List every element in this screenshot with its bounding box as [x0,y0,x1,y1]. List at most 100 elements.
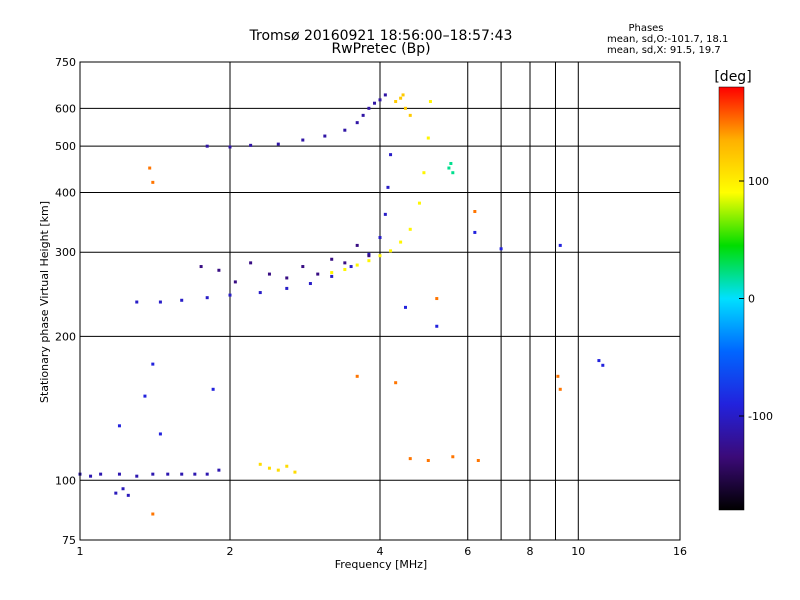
data-point [386,185,390,189]
data-point [180,472,184,476]
data-point [276,142,280,146]
data-point [148,166,152,170]
data-point [199,265,203,269]
data-point [205,144,209,148]
data-point [349,265,353,269]
y-tick-label: 600 [55,102,76,115]
data-point [117,472,121,476]
y-tick-label: 200 [55,330,76,343]
x-axis-label: Frequency [MHz] [335,558,427,571]
data-point [426,136,430,140]
data-point [158,432,162,436]
data-point [394,381,398,385]
x-tick-label: 4 [377,545,384,558]
data-point [330,271,334,275]
data-point [217,468,221,472]
data-point [403,305,407,309]
data-point [401,93,405,97]
data-point [367,259,371,263]
colorbar-tick-label: 100 [748,175,769,188]
chart-title: Tromsø 20160921 18:56:00–18:57:43 [249,28,513,44]
data-point [285,464,289,468]
chart-subtitle: RwPretec (Bp) [331,41,430,57]
data-point [601,363,605,367]
x-tick-label: 1 [77,545,84,558]
data-point [451,171,455,175]
data-point [193,472,197,476]
x-tick-label: 10 [571,545,585,558]
data-point [285,276,289,280]
data-point [558,243,562,247]
data-points [78,93,605,516]
stats-o-mode: mean, sd,O:-101.7, 18.1 [607,34,728,45]
colorbar-tick-label: 0 [748,293,755,306]
colorbar-label: [deg] [714,69,751,85]
data-point [473,210,477,214]
data-point [249,143,253,147]
data-point [389,249,393,253]
data-point [378,236,382,240]
x-tick-label: 16 [673,545,687,558]
data-point [355,243,359,247]
data-point [330,257,334,261]
data-point [426,458,430,462]
data-point [389,153,393,157]
data-point [180,298,184,302]
data-point [258,462,262,466]
data-point [217,268,221,272]
data-point [343,268,347,272]
data-point [330,274,334,278]
data-point [499,247,503,251]
y-axis-label: Stationary phase Virtual Height [km] [38,201,51,403]
data-point [117,424,121,428]
data-point [367,254,371,258]
data-point [285,286,289,290]
data-point [293,470,297,474]
data-point [408,457,412,461]
data-point [361,113,365,117]
data-point [422,171,426,175]
data-point [343,261,347,265]
x-tick-label: 6 [464,545,471,558]
data-point [378,98,382,102]
data-point [394,100,398,104]
data-point [383,93,387,97]
data-point [451,455,455,459]
data-point [143,394,147,398]
data-point [166,472,170,476]
data-point [301,265,305,269]
plot-grid [80,62,680,540]
data-point [403,106,407,110]
colorbar-tick-label: -100 [748,410,773,423]
data-point [417,201,421,205]
data-point [99,472,103,476]
y-axis-ticks: 75 100 200 300 400 500 600 750 [55,56,76,547]
data-point [383,212,387,216]
data-point [373,101,377,105]
data-point [121,487,125,491]
data-point [476,458,480,462]
data-point [316,272,320,276]
colorbar-ticks: 100 0 -100 [739,175,773,423]
y-tick-label: 400 [55,186,76,199]
data-point [556,374,560,378]
data-point [276,468,280,472]
plot-frame [79,61,681,541]
data-point [378,254,382,258]
data-point [355,263,359,267]
stats-x-mode: mean, sd,X: 91.5, 19.7 [607,45,721,56]
y-tick-label: 300 [55,246,76,259]
data-point [355,374,359,378]
data-point [205,472,209,476]
data-point [399,240,403,244]
x-axis-ticks: 1 2 4 6 8 10 16 [77,545,688,558]
data-point [267,466,271,470]
data-point [355,121,359,125]
data-point [408,227,412,231]
y-tick-label: 75 [62,534,76,547]
data-point [447,166,451,170]
data-point [343,128,347,132]
x-tick-label: 8 [527,545,534,558]
data-point [151,472,155,476]
